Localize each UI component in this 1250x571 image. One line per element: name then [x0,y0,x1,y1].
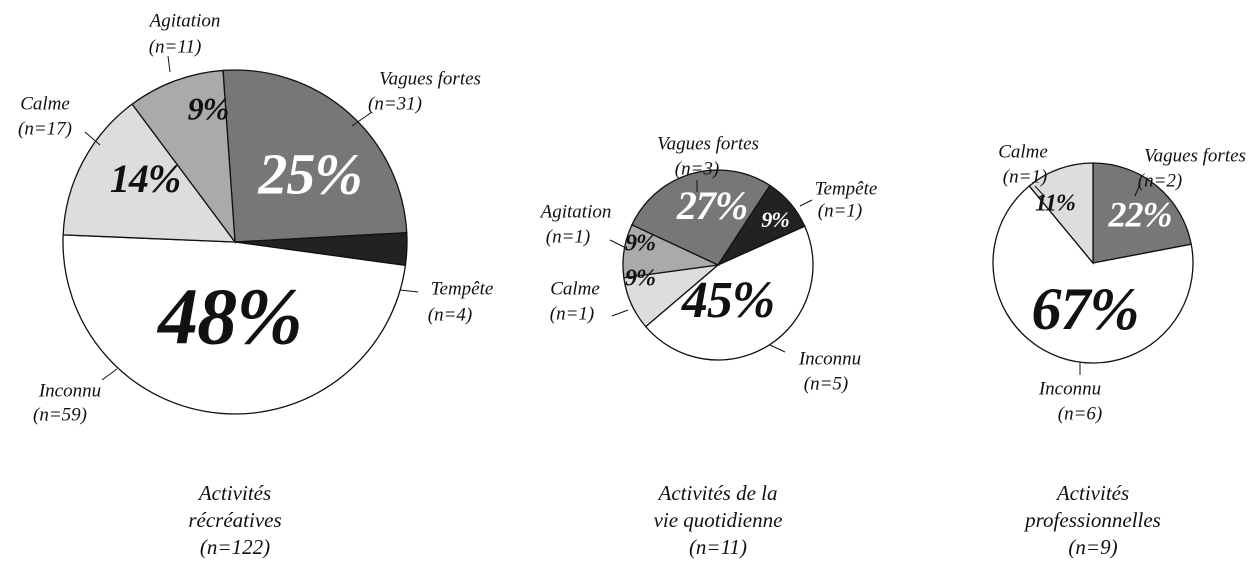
slice-count: (n=1) [550,303,594,324]
chart-title: (n=9) [1068,535,1117,559]
slice-count: (n=4) [428,304,472,325]
slice-count: (n=2) [1138,170,1182,191]
chart-title: Activités [197,481,271,505]
percent-label: 45% [681,272,774,329]
slice-name: Vagues fortes [379,68,481,89]
slice-count: (n=1) [818,200,862,221]
slice-count: (n=1) [1003,166,1047,187]
slice-count: (n=31) [368,93,422,114]
slice-count: (n=59) [33,404,87,425]
percent-label: 9% [625,266,655,292]
slice-name: Calme [550,278,600,299]
slice-name: Vagues fortes [1144,145,1246,166]
leader-line [1134,183,1141,197]
percent-label: 25% [257,141,361,206]
pie-slice [222,69,408,243]
leader-line [769,344,786,353]
pie-slice [1028,162,1094,265]
slice-name: Inconnu [1038,378,1101,399]
slice-name: Inconnu [798,348,861,369]
pie-slice [131,69,236,245]
percent-label: 14% [110,156,180,201]
percent-label: 22% [1108,194,1172,234]
pie-slice [631,169,771,266]
pie-slice [622,223,721,279]
chart-title: vie quotidienne [654,508,783,532]
percent-label: 67% [1032,276,1139,342]
leader-line [101,368,118,381]
slice-name: Calme [998,141,1048,162]
slice-name: Vagues fortes [657,133,759,154]
leader-line [611,309,629,317]
leader-line [399,289,419,293]
slice-name: Agitation [539,201,612,222]
percent-label: 11% [1035,191,1075,217]
pie-slice [1092,162,1192,264]
chart-title: professionnelles [1023,508,1161,532]
percent-label: 9% [188,90,229,126]
leader-line [84,131,101,146]
chart-title: récréatives [188,508,281,532]
chart-title: Activités de la [657,481,778,505]
leader-line [609,239,627,249]
chart-title: Activités [1055,481,1129,505]
slice-name: Tempête [431,278,494,299]
slice-name: Agitation [148,10,221,31]
slice-name: Inconnu [38,380,101,401]
pie-slice [992,185,1194,364]
percent-label: 27% [676,183,747,228]
leader-line [1034,185,1046,198]
slice-count: (n=6) [1058,403,1102,424]
chart-title: (n=122) [200,535,270,559]
percent-label: 3% [370,269,396,291]
slice-count: (n=3) [675,158,719,179]
leader-line [167,55,171,73]
slice-count: (n=5) [804,373,848,394]
slice-name: Tempête [815,178,878,199]
percent-label: 9% [761,207,789,232]
slice-count: (n=17) [18,118,72,139]
pie-slice [644,225,814,361]
chart-title: (n=11) [689,535,747,559]
slice-count: (n=1) [546,226,590,247]
slice-name: Calme [20,93,70,114]
pie-slice [62,234,407,415]
leader-line [799,199,813,207]
leader-line [351,111,373,127]
percent-label: 9% [625,231,655,257]
pie-slice [62,103,237,243]
percent-label: 48% [156,273,302,361]
slice-count: (n=11) [149,36,202,57]
